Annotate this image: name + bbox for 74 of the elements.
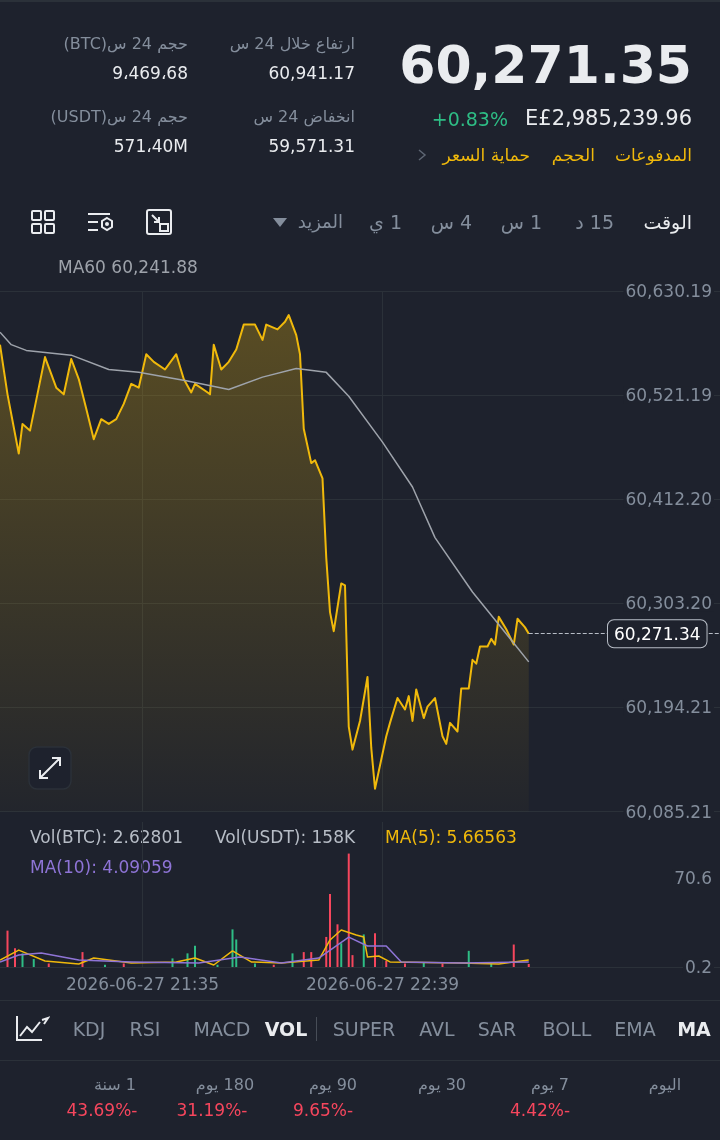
y-tick-label: 70.6 xyxy=(674,868,712,889)
text: حماية السعر xyxy=(442,144,530,165)
text: الحجم xyxy=(551,144,595,165)
text: SAR xyxy=(477,1017,517,1040)
bar xyxy=(347,853,350,967)
bar xyxy=(32,959,35,967)
bar xyxy=(340,943,343,967)
y-tick-label: 60,085.21 xyxy=(625,801,712,822)
text: ارتفاع خلال 24 س xyxy=(229,34,355,54)
text: 60,271.35 xyxy=(399,35,692,96)
text: حجم 24 س(BTC) xyxy=(63,34,188,54)
bar xyxy=(385,960,388,967)
text: الوقت xyxy=(643,210,692,233)
text: 180 يوم xyxy=(195,1075,255,1095)
text: 31.19%- xyxy=(176,1099,248,1120)
bar xyxy=(441,963,444,967)
line-series xyxy=(0,936,530,964)
bar xyxy=(336,924,339,967)
text: EMA xyxy=(614,1017,656,1040)
text: 59,571.31 xyxy=(268,135,355,156)
y-tick-label: 60,412.20 xyxy=(625,489,712,510)
y-tick-label: 60,303.20 xyxy=(625,593,712,614)
text: 1 ي xyxy=(368,210,402,233)
bar xyxy=(527,963,530,967)
text: 4.42%- xyxy=(509,1099,571,1120)
text: MA60 60,241.88 xyxy=(58,256,198,277)
text: انخفاض 24 س xyxy=(253,107,355,127)
text: +0.83% xyxy=(431,107,508,130)
text: 60,941.17 xyxy=(268,62,355,83)
text: 90 يوم xyxy=(308,1075,358,1095)
x-tick-label: 2026-06-27 22:39 xyxy=(305,973,460,994)
text: VOL xyxy=(264,1017,308,1040)
bar xyxy=(47,963,50,967)
text: MA xyxy=(677,1017,711,1040)
bar xyxy=(329,893,331,967)
text: 571،40M xyxy=(113,135,188,156)
annotation: Vol(USDT): 158K xyxy=(215,826,356,847)
annotation: Vol(BTC): 2.62801 xyxy=(30,826,184,847)
x-tick-label: 2026-06-27 21:35 xyxy=(65,973,220,994)
text: MACD xyxy=(193,1017,251,1040)
y-tick-label: 0.2 xyxy=(684,957,712,977)
text: حجم 24 س(USDT) xyxy=(50,107,188,127)
text: المدفوعات xyxy=(615,144,692,165)
text: 1 س xyxy=(500,210,542,233)
text: RSI xyxy=(129,1017,161,1040)
text: AVL xyxy=(419,1017,455,1040)
text: 4 س xyxy=(430,210,472,233)
text: اليوم xyxy=(648,1075,682,1095)
bar xyxy=(122,963,125,967)
text: المزيد xyxy=(297,211,343,233)
text: 15 د xyxy=(575,210,614,233)
bar xyxy=(231,929,234,967)
text: 9،469،68 xyxy=(112,62,188,83)
text: 1 سنة xyxy=(93,1075,137,1095)
text: E£2,985,239.96 xyxy=(525,106,692,131)
text: MA(5): 5.66563 xyxy=(385,826,517,847)
text: BOLL xyxy=(542,1017,592,1040)
bar xyxy=(404,963,406,967)
y-tick-label: 60,521.19 xyxy=(625,385,712,406)
bar xyxy=(351,955,354,967)
text: 43.69%- xyxy=(66,1099,138,1120)
y-tick-label: 60,630.19 xyxy=(625,281,712,301)
text: SUPER xyxy=(332,1017,396,1040)
text: 30 يوم xyxy=(417,1075,467,1095)
bar xyxy=(374,933,376,967)
text: 7 يوم xyxy=(531,1075,569,1095)
y-tick-label: 60,194.21 xyxy=(625,697,712,718)
bar xyxy=(254,963,256,967)
text: 9.65%- xyxy=(292,1099,354,1120)
text: MA(10): 4.09059 xyxy=(30,856,173,877)
ref-line-label: 60,271.34 xyxy=(614,623,701,644)
bar xyxy=(21,953,24,967)
text: KDJ xyxy=(72,1017,106,1040)
line-series xyxy=(0,331,530,663)
